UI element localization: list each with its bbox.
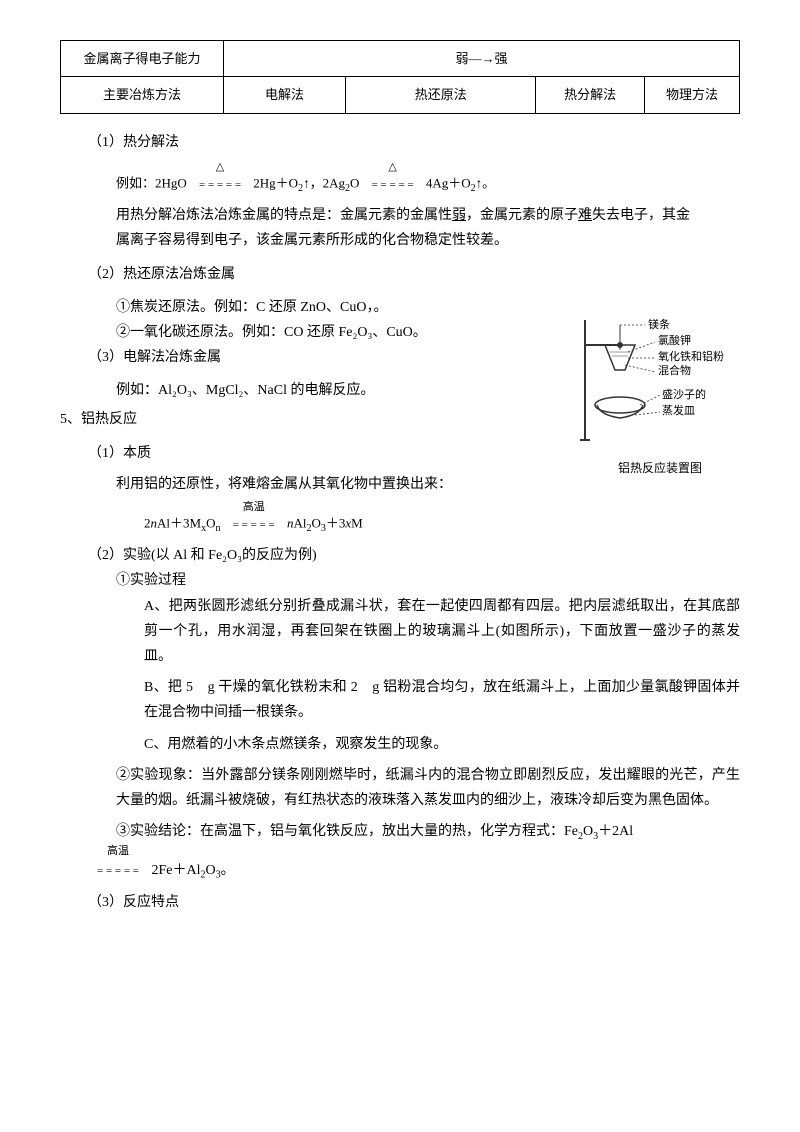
section-1-title: （1）热分解法	[88, 130, 740, 155]
experiment-pC: C、用燃着的小木条点燃镁条，观察发生的现象。	[144, 732, 740, 757]
formula-fe2o3: 高温= = = = = 2Fe＋Al2O3。	[88, 846, 740, 885]
section-5-sub2: （2）实验(以 Al 和 Fe₂O₃的反应为例)	[88, 543, 740, 568]
section-5-sub3: （3）反应特点	[88, 890, 740, 915]
section-1-desc: 用热分解冶炼法冶炼金属的特点是：金属元素的金属性弱，金属元素的原子难失去电子，其…	[116, 203, 740, 228]
experiment-p2: ②实验现象：当外露部分镁条刚刚燃毕时，纸漏斗内的混合物立即剧烈反应，发出耀眼的光…	[116, 763, 740, 813]
svg-text:氯酸钾: 氯酸钾	[658, 333, 691, 347]
experiment-p1: ①实验过程	[116, 568, 740, 593]
formula-hgo: 例如：2HgO △= = = = = 2Hg＋O2↑，2Ag2O △= = = …	[116, 163, 740, 197]
svg-text:混合物: 混合物	[658, 363, 691, 377]
table-cell-electrolysis: 电解法	[223, 77, 345, 113]
thermite-diagram: 镁条 氯酸钾 氧化铁和铝粉 混合物 盛沙子的 蒸发皿 铝热反应装置图	[570, 310, 750, 480]
table-cell-physical: 物理方法	[644, 77, 739, 113]
table-header-ability: 金属离子得电子能力	[61, 41, 224, 77]
table-cell-thermal-reduction: 热还原法	[346, 77, 536, 113]
svg-text:蒸发皿: 蒸发皿	[662, 403, 695, 417]
svg-text:氧化铁和铝粉: 氧化铁和铝粉	[658, 349, 724, 363]
table-cell-thermal-decomp: 热分解法	[536, 77, 645, 113]
methods-table: 金属离子得电子能力 弱—→强 主要冶炼方法 电解法 热还原法 热分解法 物理方法	[60, 40, 740, 114]
diagram-caption: 铝热反应装置图	[570, 458, 750, 480]
section-1-desc2: 属离子容易得到电子，该金属元素所形成的化合物稳定性较差。	[116, 228, 740, 253]
table-cell-direction: 弱—→强	[223, 41, 739, 77]
section-2-title: （2）热还原法冶炼金属	[88, 262, 740, 287]
svg-text:盛沙子的: 盛沙子的	[662, 387, 706, 401]
svg-text:镁条: 镁条	[648, 317, 670, 331]
document-body: 金属离子得电子能力 弱—→强 主要冶炼方法 电解法 热还原法 热分解法 物理方法…	[60, 40, 740, 916]
formula-thermite-general: 2nAl＋3MxOn 高温= = = = = nAl2O3＋3xM	[144, 503, 740, 537]
experiment-pB: B、把 5 g 干燥的氧化铁粉末和 2 g 铝粉混合均匀，放在纸漏斗上，上面加少…	[144, 675, 740, 725]
table-header-method: 主要冶炼方法	[61, 77, 224, 113]
experiment-p3: ③实验结论：在高温下，铝与氧化铁反应，放出大量的热，化学方程式：Fe2O3＋2A…	[116, 819, 740, 846]
experiment-pA: A、把两张圆形滤纸分别折叠成漏斗状，套在一起使四周都有四层。把内层滤纸取出，在其…	[144, 594, 740, 670]
